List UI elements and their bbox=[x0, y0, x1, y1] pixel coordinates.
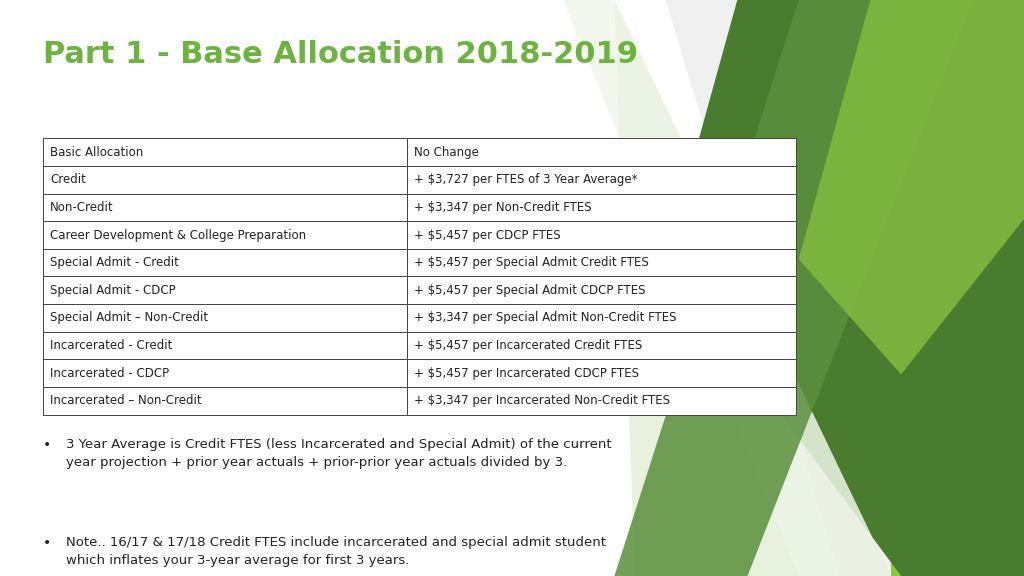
Text: Non-Credit: Non-Credit bbox=[50, 201, 114, 214]
Text: Incarcerated - CDCP: Incarcerated - CDCP bbox=[50, 367, 169, 380]
Bar bbox=[407, 359, 796, 387]
Bar bbox=[407, 332, 796, 359]
Text: 3 Year Average is Credit FTES (less Incarcerated and Special Admit) of the curre: 3 Year Average is Credit FTES (less Inca… bbox=[66, 438, 611, 469]
Bar bbox=[43, 138, 407, 166]
Bar bbox=[407, 387, 796, 415]
Bar bbox=[407, 304, 796, 332]
Polygon shape bbox=[563, 0, 891, 576]
Bar bbox=[407, 276, 796, 304]
Bar bbox=[407, 166, 796, 194]
Text: + $5,457 per Incarcerated Credit FTES: + $5,457 per Incarcerated Credit FTES bbox=[414, 339, 642, 352]
Bar bbox=[43, 194, 407, 221]
Bar bbox=[43, 166, 407, 194]
Text: Special Admit - CDCP: Special Admit - CDCP bbox=[50, 284, 176, 297]
Polygon shape bbox=[799, 0, 1024, 374]
Bar bbox=[407, 138, 796, 166]
Text: + $5,457 per Special Admit CDCP FTES: + $5,457 per Special Admit CDCP FTES bbox=[414, 284, 645, 297]
Text: Part 1 - Base Allocation 2018-2019: Part 1 - Base Allocation 2018-2019 bbox=[43, 40, 638, 69]
Bar bbox=[407, 249, 796, 276]
Text: + $3,347 per Non-Credit FTES: + $3,347 per Non-Credit FTES bbox=[414, 201, 591, 214]
Text: + $3,727 per FTES of 3 Year Average*: + $3,727 per FTES of 3 Year Average* bbox=[414, 173, 637, 186]
Bar bbox=[43, 221, 407, 249]
Text: Special Admit – Non-Credit: Special Admit – Non-Credit bbox=[50, 312, 208, 324]
Text: Incarcerated - Credit: Incarcerated - Credit bbox=[50, 339, 173, 352]
Polygon shape bbox=[614, 0, 891, 576]
Bar bbox=[43, 359, 407, 387]
Text: •: • bbox=[43, 536, 51, 550]
Bar bbox=[43, 332, 407, 359]
Text: + $3,347 per Incarcerated Non-Credit FTES: + $3,347 per Incarcerated Non-Credit FTE… bbox=[414, 395, 670, 407]
Text: + $5,457 per Special Admit Credit FTES: + $5,457 per Special Admit Credit FTES bbox=[414, 256, 648, 269]
Text: Career Development & College Preparation: Career Development & College Preparation bbox=[50, 229, 306, 241]
Text: Basic Allocation: Basic Allocation bbox=[50, 146, 143, 158]
Bar bbox=[43, 249, 407, 276]
Bar bbox=[43, 276, 407, 304]
Bar bbox=[43, 387, 407, 415]
Polygon shape bbox=[614, 0, 973, 576]
Polygon shape bbox=[891, 0, 1024, 576]
Polygon shape bbox=[666, 0, 1024, 576]
Text: Incarcerated – Non-Credit: Incarcerated – Non-Credit bbox=[50, 395, 202, 407]
Text: No Change: No Change bbox=[414, 146, 478, 158]
Bar bbox=[407, 194, 796, 221]
Text: Note.. 16/17 & 17/18 Credit FTES include incarcerated and special admit student
: Note.. 16/17 & 17/18 Credit FTES include… bbox=[66, 536, 605, 567]
Text: + $5,457 per Incarcerated CDCP FTES: + $5,457 per Incarcerated CDCP FTES bbox=[414, 367, 639, 380]
Text: Credit: Credit bbox=[50, 173, 86, 186]
Text: •: • bbox=[43, 438, 51, 452]
Text: + $3,347 per Special Admit Non-Credit FTES: + $3,347 per Special Admit Non-Credit FT… bbox=[414, 312, 676, 324]
Polygon shape bbox=[0, 0, 840, 576]
Text: Special Admit - Credit: Special Admit - Credit bbox=[50, 256, 179, 269]
Bar bbox=[407, 221, 796, 249]
Bar bbox=[43, 304, 407, 332]
Text: + $5,457 per CDCP FTES: + $5,457 per CDCP FTES bbox=[414, 229, 560, 241]
